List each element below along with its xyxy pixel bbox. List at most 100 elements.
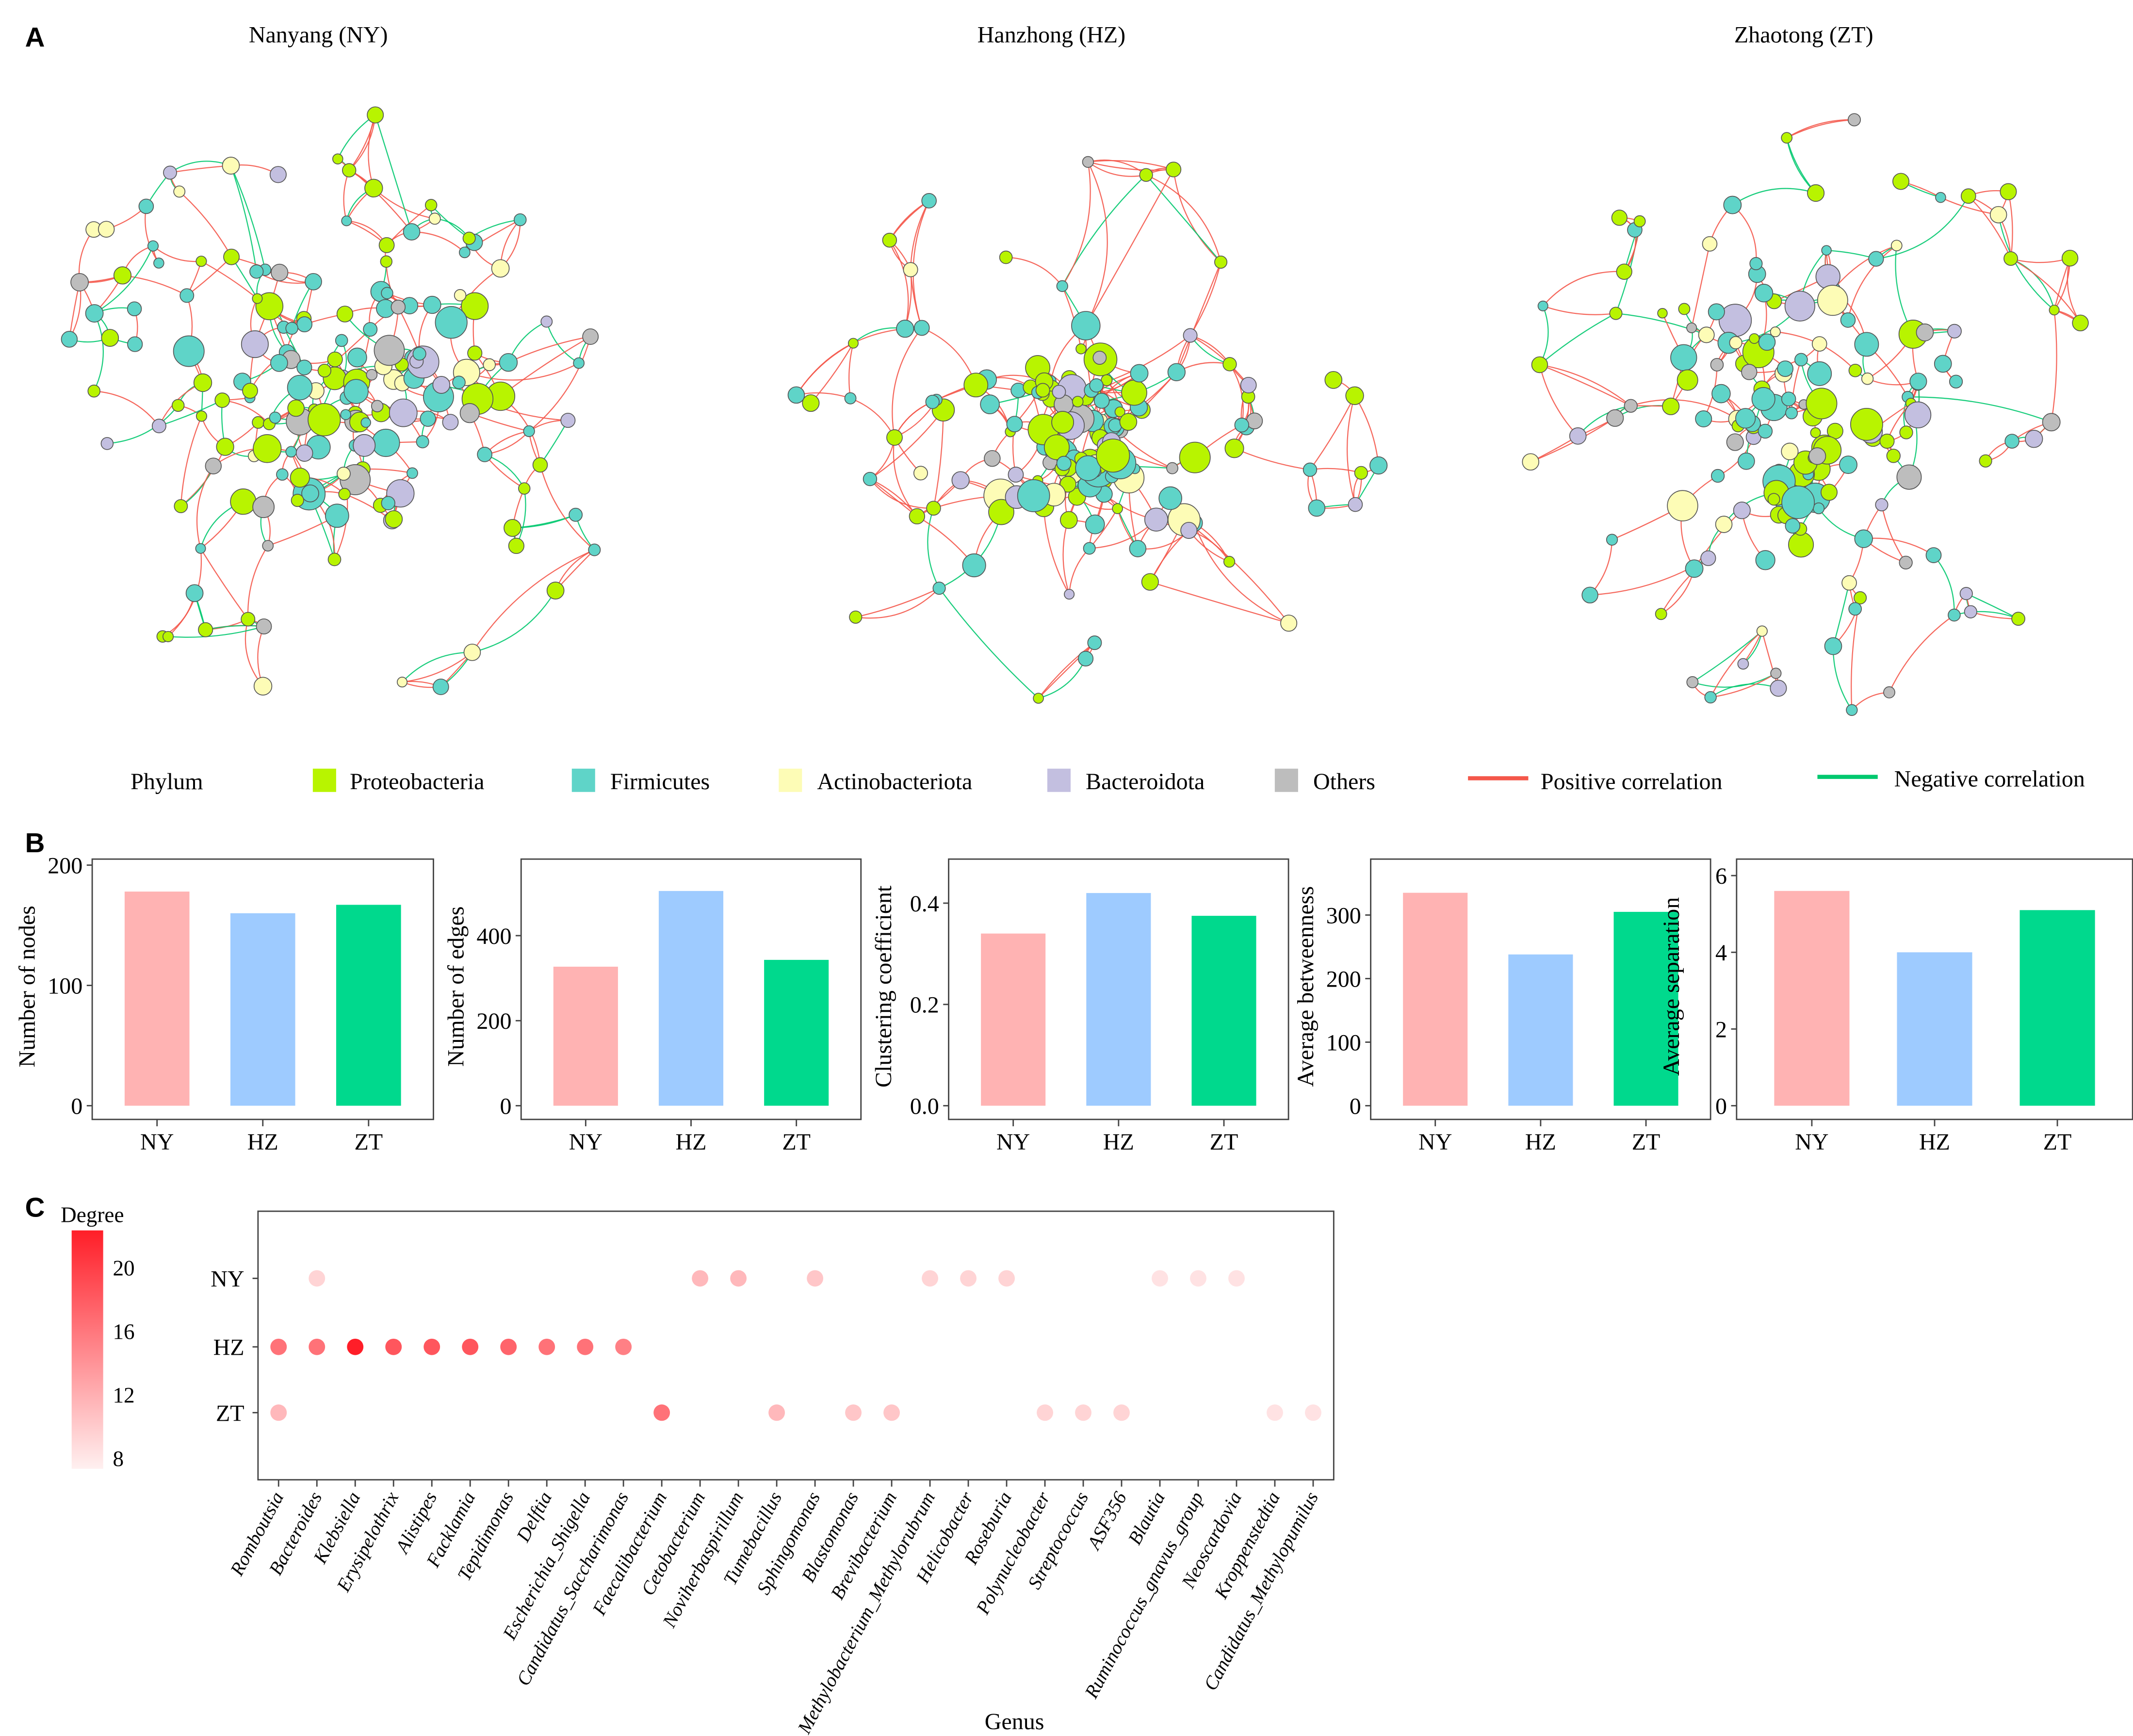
network-node [1606, 534, 1618, 546]
network-title-ny: Nanyang (NY) [249, 22, 388, 48]
bar-hz [658, 891, 724, 1106]
network-node [253, 434, 282, 463]
network-node [222, 157, 240, 175]
network-node [1947, 324, 1962, 339]
network-node [1093, 392, 1110, 409]
network-node [508, 537, 525, 554]
network-node [1949, 374, 1963, 389]
network-node [1083, 542, 1096, 555]
network-node [1609, 307, 1623, 320]
network-node [1794, 353, 1808, 367]
positive-edge [348, 114, 376, 171]
y-tick-label: 300 [1326, 903, 1361, 928]
positive-edge [1851, 692, 1889, 711]
negative-edge [159, 400, 223, 427]
network-node [999, 250, 1013, 264]
network-node [1749, 257, 1763, 271]
network-node [435, 306, 468, 339]
network-node [787, 386, 805, 404]
network-node [205, 457, 222, 474]
network-node [332, 153, 343, 164]
negative-edge [1615, 312, 1707, 336]
x-tick-label: ZT [354, 1129, 383, 1155]
network-node [341, 215, 352, 227]
network-node [174, 499, 188, 513]
positive-edge [933, 410, 944, 508]
network-node [1017, 479, 1050, 512]
y-tick-label: 0 [1350, 1094, 1361, 1119]
network-node [1723, 195, 1742, 214]
colorbar [71, 1230, 103, 1469]
network-node [1008, 467, 1024, 483]
colorbar-tick-label: 12 [113, 1383, 134, 1407]
y-axis-label: Number of nodes [14, 906, 40, 1067]
y-tick-label: 2 [1715, 1017, 1727, 1042]
network-node [256, 618, 272, 634]
network-node [2042, 413, 2061, 432]
y-tick-label: 0.4 [910, 891, 939, 917]
network-node [291, 494, 304, 507]
network-node [1369, 456, 1388, 475]
y-tick-label: 0 [500, 1094, 511, 1119]
positive-edge [179, 191, 232, 258]
positive-edge [1968, 195, 2012, 259]
y-tick-label: 200 [476, 1008, 511, 1034]
network-node [163, 165, 177, 180]
network-node [1854, 529, 1873, 548]
row-label-hz: HZ [213, 1335, 244, 1361]
network-node [1222, 357, 1237, 372]
network-node [1056, 455, 1072, 471]
network-nodes [787, 156, 1388, 704]
network-node [1767, 493, 1780, 506]
network-node [963, 373, 989, 398]
network-node [1139, 168, 1153, 182]
network-node [249, 264, 264, 279]
network-node [1733, 502, 1751, 519]
degree-dot [768, 1404, 785, 1421]
network-node [962, 553, 986, 578]
network-node [1808, 447, 1826, 465]
network-node [1686, 322, 1697, 333]
network-node [195, 256, 207, 267]
positive-edge [200, 548, 249, 620]
positive-edge [122, 275, 187, 296]
network-node [340, 409, 351, 421]
x-tick-label: NY [1418, 1129, 1452, 1155]
network-node [171, 399, 185, 412]
network-node [2011, 612, 2026, 626]
network-node [1846, 704, 1858, 716]
negative-edge [1832, 646, 1853, 711]
positive-edge [484, 454, 525, 489]
panel-label-c: C [25, 1192, 45, 1222]
positive-edge [1732, 204, 1757, 264]
degree-dot [1075, 1404, 1091, 1421]
network-node [1807, 361, 1832, 386]
degree-dot [845, 1404, 862, 1421]
degree-dot [922, 1270, 939, 1287]
network-node [1812, 502, 1825, 515]
network-node [1240, 377, 1257, 393]
network-node [1899, 425, 1913, 439]
positive-edge [889, 200, 929, 241]
network-node [462, 231, 476, 245]
network-node [1581, 586, 1598, 604]
network-node [1075, 455, 1101, 481]
network-node [1839, 455, 1857, 474]
positive-edge [869, 409, 944, 480]
network-node [242, 383, 258, 399]
network-node [366, 369, 378, 381]
network-node [847, 338, 859, 349]
network-node [1883, 686, 1895, 698]
legend-swatch-others [1274, 768, 1298, 792]
network-node [1179, 441, 1211, 473]
positive-edge [892, 327, 923, 438]
positive-edge [855, 587, 940, 618]
network-node [1662, 397, 1680, 415]
network-node [338, 487, 351, 501]
network-node [1899, 555, 1913, 569]
panel-label-a: A [25, 22, 45, 52]
network-node [173, 185, 186, 198]
positive-edge [1539, 364, 1631, 406]
positive-edge [850, 398, 895, 438]
